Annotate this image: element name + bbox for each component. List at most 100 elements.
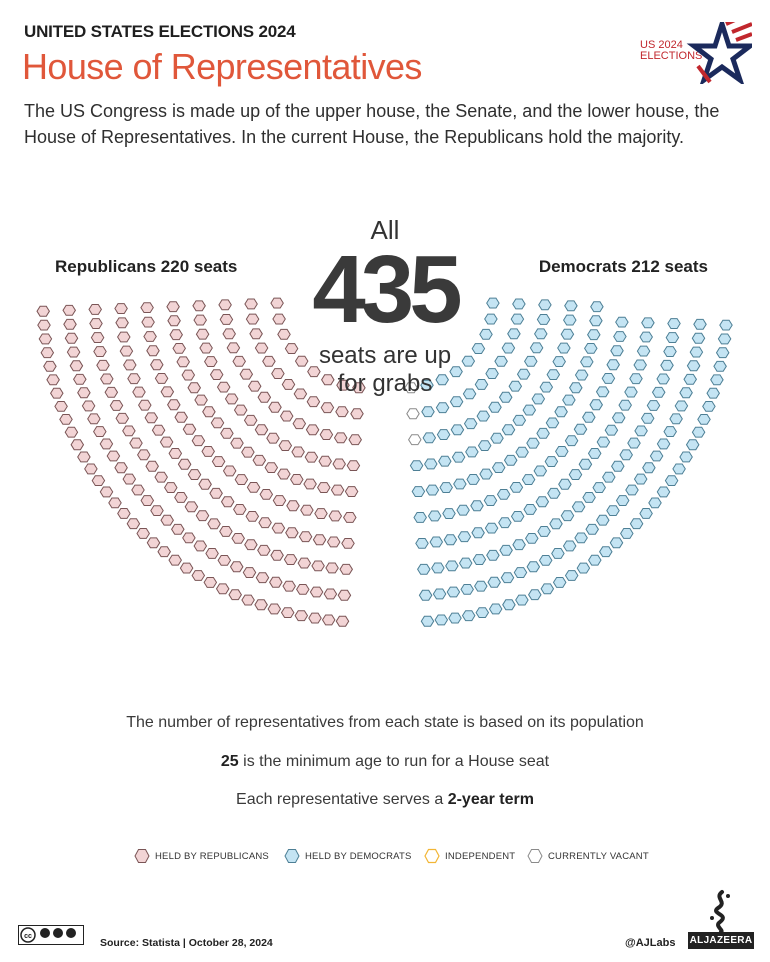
democrat-seat (563, 314, 577, 326)
republican-seat (64, 332, 79, 344)
legend-independent: INDEPENDENT (424, 848, 515, 864)
democrat-seat (552, 356, 566, 367)
democrat-seat (651, 386, 666, 398)
republican-seat (160, 386, 175, 398)
republican-seat (96, 359, 110, 371)
republican-seat (254, 342, 269, 354)
republican-seat (218, 299, 232, 311)
republican-seat (211, 456, 226, 467)
democrat-seat (536, 427, 550, 439)
democrat-seat (573, 423, 588, 435)
republican-seat (247, 380, 262, 392)
democrat-seat (424, 458, 438, 470)
republican-seat (210, 417, 225, 429)
republican-seat (241, 446, 255, 458)
republican-seat (279, 410, 294, 422)
democrat-seat (540, 583, 555, 595)
republican-seat (77, 451, 91, 463)
democrat-seat (558, 478, 572, 490)
democrat-seat (639, 331, 653, 343)
democrat-seat (525, 533, 539, 544)
aj-handle: @AJLabs (625, 937, 676, 949)
democrat-seat (539, 381, 554, 393)
republican-seat (127, 373, 141, 385)
republican-seat (202, 406, 216, 418)
democrat-seat (615, 316, 629, 328)
democrat-seat (486, 549, 500, 561)
democrat-seat (634, 425, 648, 437)
republican-seat (191, 570, 206, 581)
democrat-seat (648, 497, 662, 509)
republican-seat (167, 399, 181, 411)
republican-seat (54, 401, 68, 412)
democrat-seat (450, 424, 465, 436)
seats-up-line2: for grabs (337, 370, 433, 397)
democrat-seat (501, 424, 516, 436)
democrat-seat (488, 401, 502, 413)
republican-seat (167, 315, 181, 327)
democrat-seat (667, 318, 681, 329)
legend-democrats-label: HELD BY DEMOCRATS (305, 850, 412, 862)
republican-seat (306, 396, 321, 408)
vacant-hexagon-icon (527, 849, 543, 863)
republican-seat (177, 458, 192, 470)
democrat-seat (510, 511, 525, 522)
democrat-seat (411, 486, 426, 497)
democrat-seat (515, 594, 529, 606)
republican-seat (305, 424, 320, 436)
democrat-seat (432, 588, 447, 600)
republican-seat (344, 486, 359, 497)
democrat-seat (436, 429, 451, 440)
democrat-seat (549, 518, 563, 530)
republican-seat (224, 393, 239, 405)
democrat-seat (429, 536, 444, 548)
democrat-seat (546, 369, 561, 380)
democrat-seat (584, 343, 598, 354)
aljazeera-logo: ALJAZEERA (688, 888, 754, 950)
republican-seat (244, 298, 258, 310)
republican-seat (150, 505, 164, 516)
democrat-seat (625, 484, 639, 496)
democrat-seat (476, 410, 491, 422)
democrat-seat (564, 300, 578, 312)
aljazeera-wordmark: ALJAZEERA (688, 932, 754, 949)
republican-seat (43, 360, 57, 372)
democrat-seat (474, 580, 488, 592)
independent-hexagon-icon (424, 848, 440, 864)
democrat-seat (456, 504, 470, 516)
republican-seat (272, 495, 287, 506)
republican-seat (319, 429, 334, 440)
republican-seat (332, 458, 346, 470)
republican-seat (192, 300, 206, 312)
democrat-seat (409, 460, 424, 471)
republican-seat (269, 576, 283, 588)
democrat-seat (425, 484, 440, 496)
republican-seat (348, 434, 362, 446)
democrat-seat (618, 399, 632, 411)
republican-seat (154, 471, 168, 483)
republican-seat (168, 448, 183, 459)
republican-seat (220, 427, 234, 439)
democrat-seat (544, 456, 559, 467)
creative-commons-icon: cc (18, 925, 84, 945)
republican-seat (229, 561, 244, 573)
democrat-seat (475, 607, 490, 618)
democrat-seat (568, 469, 583, 480)
republican-seat (350, 408, 364, 420)
democrat-seat (609, 537, 624, 549)
democrat-seat (564, 570, 579, 581)
democrat-seat (702, 401, 716, 412)
democrat-seat (557, 342, 571, 354)
republican-seat (198, 478, 212, 490)
democrat-seat (524, 355, 538, 367)
democrat-seat (448, 612, 462, 624)
republican-seat (187, 382, 201, 394)
republican-seat (259, 489, 274, 500)
legend-republicans-label: HELD BY REPUBLICANS (155, 850, 269, 862)
cc-text: cc (24, 933, 32, 940)
democrat-seat (434, 614, 449, 626)
republican-seat (285, 527, 299, 539)
republican-seat (243, 414, 258, 426)
republicans-label: Republicans 220 seats (55, 257, 238, 276)
republican-seat (222, 328, 236, 340)
